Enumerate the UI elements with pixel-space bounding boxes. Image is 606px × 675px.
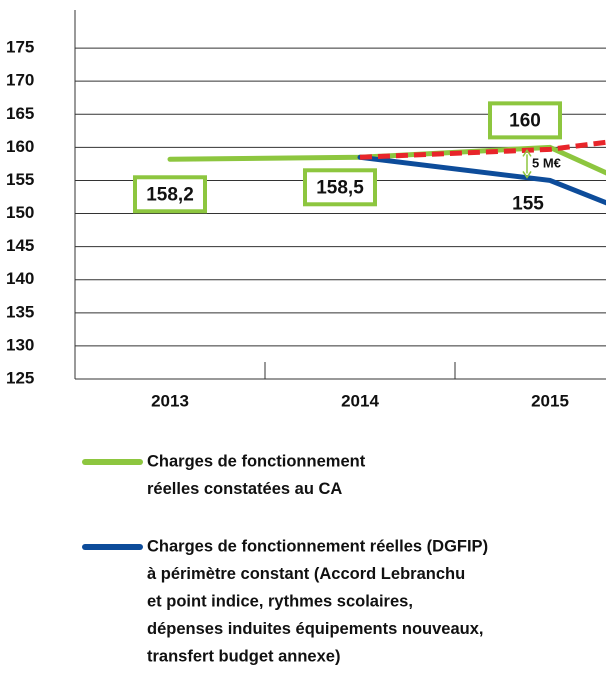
legend-label: transfert budget annexe) <box>147 647 340 665</box>
y-tick-label: 165 <box>6 104 34 123</box>
y-tick-label: 155 <box>6 170 34 189</box>
y-tick-label: 125 <box>6 368 34 387</box>
y-tick-label: 135 <box>6 302 34 321</box>
data-label: 160 <box>509 110 541 131</box>
arrow-head <box>522 149 532 179</box>
x-tick-label: 2013 <box>151 391 189 410</box>
x-tick-label: 2015 <box>531 391 569 410</box>
x-tick-label: 2014 <box>341 391 379 410</box>
y-tick-label: 150 <box>6 203 34 222</box>
y-tick-label: 130 <box>6 335 34 354</box>
y-tick-label: 145 <box>6 236 34 255</box>
legend-label: Charges de fonctionnement <box>147 452 366 470</box>
y-tick-label: 160 <box>6 137 34 156</box>
y-tick-label: 170 <box>6 71 34 90</box>
legend-label: à périmètre constant (Accord Lebranchu <box>147 565 465 583</box>
y-tick-label: 140 <box>6 269 34 288</box>
legend-label: réelles constatées au CA <box>147 480 342 498</box>
legend-label: Charges de fonctionnement réelles (DGFIP… <box>147 537 488 555</box>
y-tick-label: 175 <box>6 38 34 57</box>
label-box <box>303 168 377 207</box>
data-label: 158,5 <box>316 177 364 198</box>
data-label: 155 <box>512 193 544 214</box>
data-label: 158,2 <box>146 184 194 205</box>
series-line <box>359 139 606 160</box>
legend-label: dépenses induites équipements nouveaux, <box>147 620 484 638</box>
legend-label: et point indice, rythmes scolaires, <box>147 592 413 610</box>
label-box <box>133 175 207 214</box>
annotation: 5 M€ <box>532 155 561 170</box>
label-box <box>488 101 562 140</box>
series-line <box>357 154 606 206</box>
